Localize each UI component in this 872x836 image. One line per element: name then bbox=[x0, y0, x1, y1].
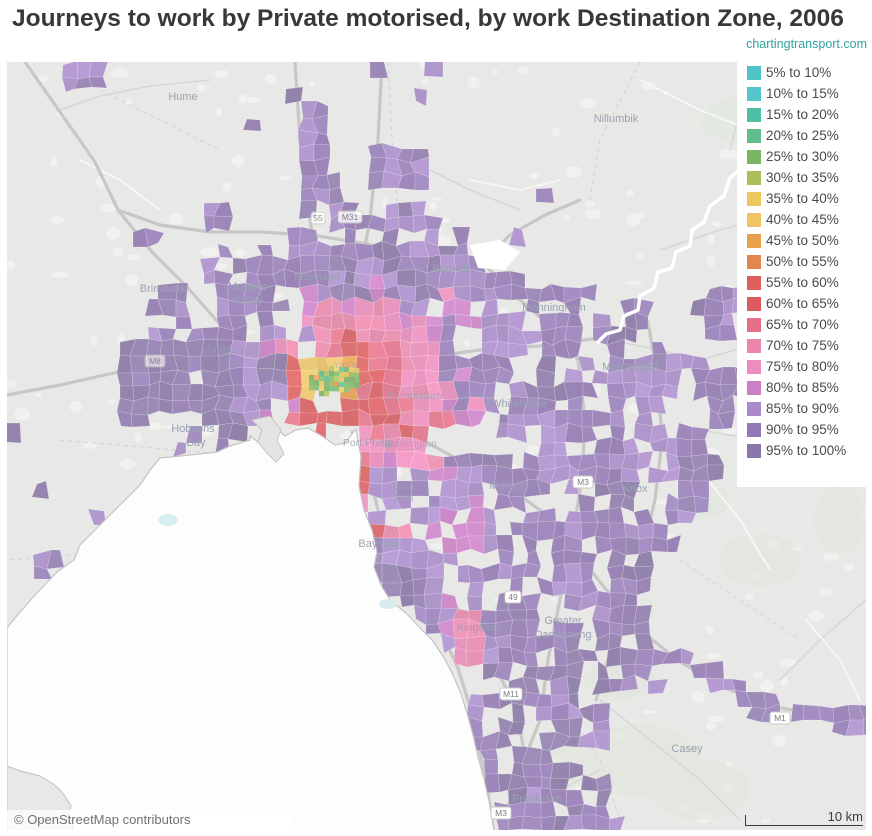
svg-text:Casey: Casey bbox=[671, 743, 703, 755]
svg-text:Maroondah: Maroondah bbox=[602, 361, 658, 373]
svg-text:49: 49 bbox=[508, 592, 518, 602]
svg-text:Greater: Greater bbox=[544, 615, 582, 627]
svg-text:Valley: Valley bbox=[233, 295, 263, 307]
svg-text:Monash: Monash bbox=[489, 480, 528, 492]
svg-text:Whitehorse: Whitehorse bbox=[491, 398, 547, 410]
svg-text:M8: M8 bbox=[149, 356, 161, 366]
svg-text:Stonnington: Stonnington bbox=[381, 438, 437, 450]
svg-text:Port Phillip: Port Phillip bbox=[343, 437, 393, 449]
svg-text:M11: M11 bbox=[503, 689, 519, 699]
svg-text:Eira: Eira bbox=[395, 492, 414, 504]
svg-text:Maribyrnong: Maribyrnong bbox=[201, 345, 262, 357]
svg-text:Bay: Bay bbox=[187, 437, 206, 449]
svg-text:Banyule: Banyule bbox=[432, 263, 472, 275]
svg-text:Hobsons: Hobsons bbox=[171, 423, 215, 435]
svg-text:M1: M1 bbox=[774, 713, 786, 723]
svg-text:Kingston: Kingston bbox=[457, 622, 500, 634]
svg-text:Brimbank: Brimbank bbox=[140, 283, 187, 295]
svg-text:Moonee: Moonee bbox=[228, 281, 268, 293]
svg-text:Frankston: Frankston bbox=[513, 793, 562, 805]
svg-text:Bayside: Bayside bbox=[358, 538, 397, 550]
svg-text:Glen: Glen bbox=[392, 480, 414, 492]
svg-text:M31: M31 bbox=[342, 212, 359, 222]
svg-text:Manningham: Manningham bbox=[522, 302, 586, 314]
svg-text:Moreland: Moreland bbox=[294, 271, 340, 283]
svg-text:M3: M3 bbox=[495, 808, 507, 818]
svg-text:Dandenong: Dandenong bbox=[535, 629, 592, 641]
svg-text:Nillumbik: Nillumbik bbox=[594, 113, 639, 125]
svg-text:Boroondara: Boroondara bbox=[388, 390, 443, 402]
svg-text:M3: M3 bbox=[577, 477, 589, 487]
svg-text:Yarra: Yarra bbox=[333, 360, 357, 371]
svg-text:Hume: Hume bbox=[168, 91, 197, 103]
svg-text:55: 55 bbox=[313, 213, 323, 223]
svg-text:Knox: Knox bbox=[622, 483, 648, 495]
